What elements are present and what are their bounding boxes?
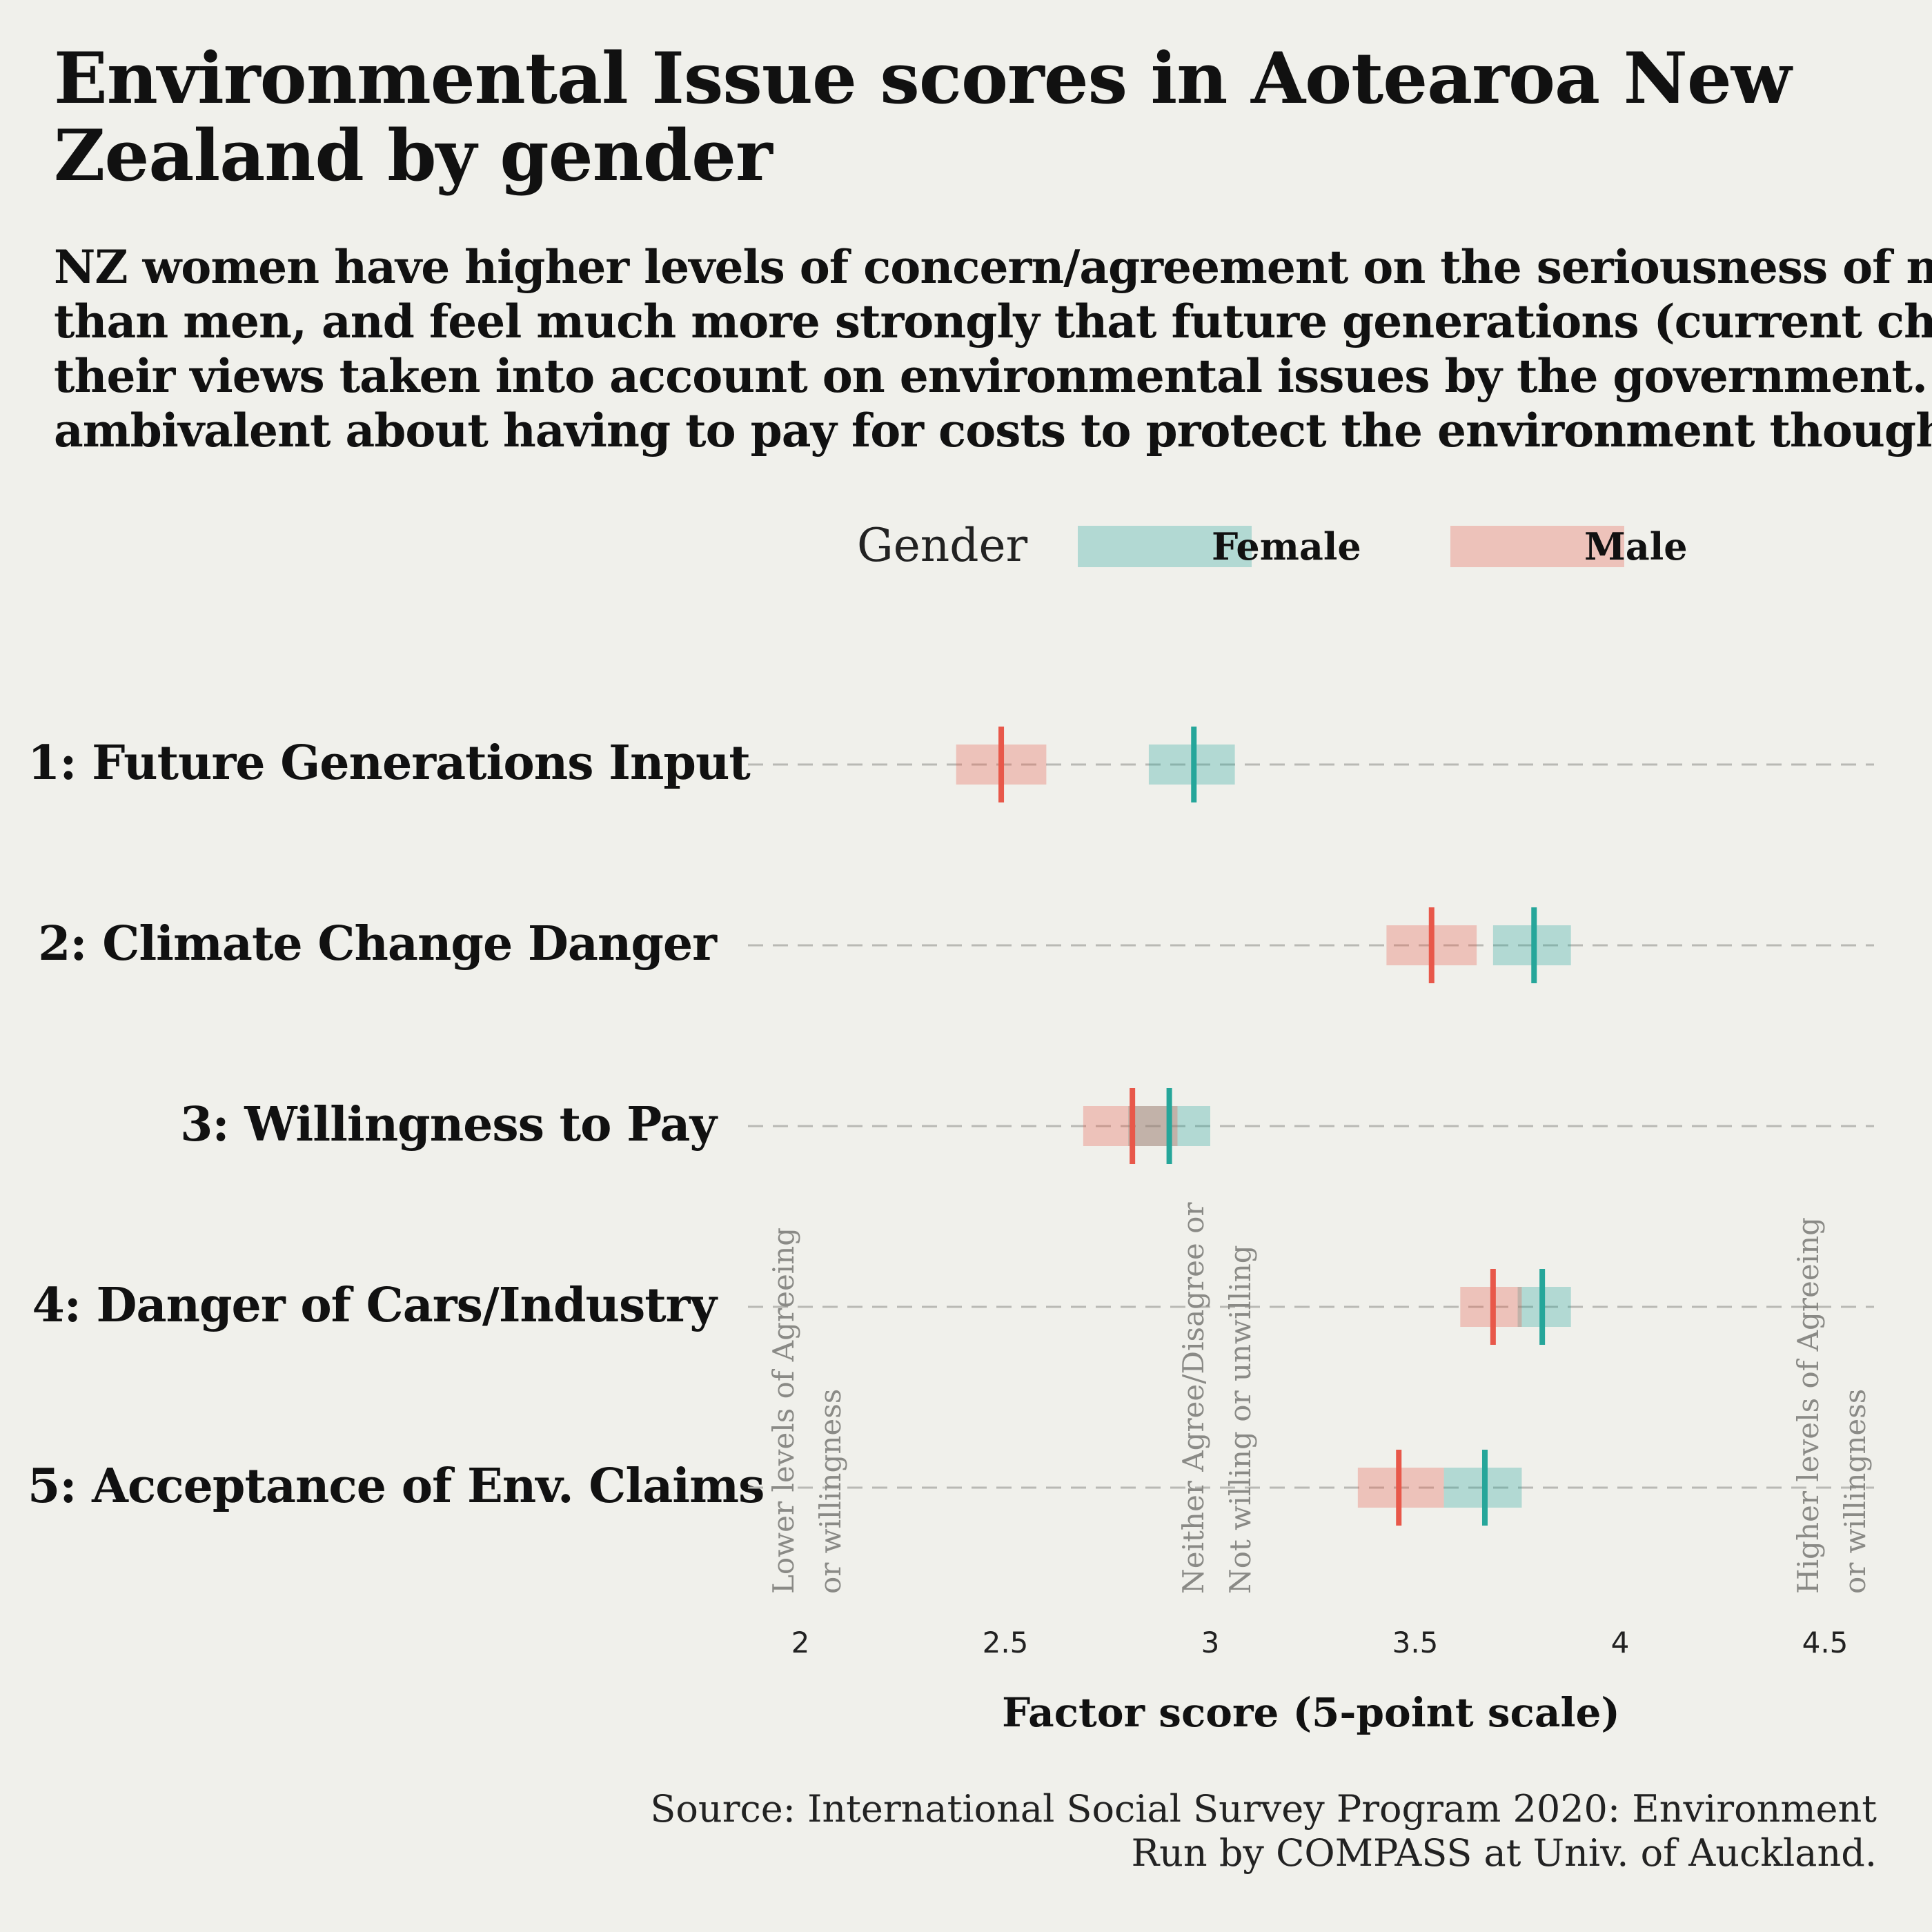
subtitle-line: than men, and feel much more strongly th… <box>54 295 1932 348</box>
subtitle-line: ambivalent about having to pay for costs… <box>54 404 1932 457</box>
chart-subtitle: NZ women have higher levels of concern/a… <box>54 240 1932 458</box>
x-tick-label: 3.5 <box>1392 1626 1439 1659</box>
axis-annotation-text: or willingness <box>814 1389 847 1594</box>
axis-annotation-text: Higher levels of Agreeing <box>1791 1217 1825 1594</box>
x-tick-label: 4 <box>1610 1626 1630 1659</box>
subtitle-line: NZ women have higher levels of concern/a… <box>54 240 1932 294</box>
row-label-env-claims: 5: Acceptance of Env. Claims <box>28 1459 765 1514</box>
row-label-cars-industry: 4: Danger of Cars/Industry <box>32 1278 717 1333</box>
row-label-future-generations: 1: Future Generations Input <box>28 736 751 791</box>
row-label-willingness-to-pay: 3: Willingness to Pay <box>180 1097 717 1152</box>
subtitle-line: their views taken into account on enviro… <box>54 349 1932 403</box>
source-line: Run by COMPASS at Univ. of Auckland. <box>1131 1831 1877 1875</box>
x-tick-label: 2 <box>791 1626 810 1659</box>
axis-annotation-text: Lower levels of Agreeing <box>767 1228 800 1594</box>
x-tick-label: 4.5 <box>1802 1626 1849 1659</box>
source-line: Source: International Social Survey Prog… <box>650 1787 1877 1831</box>
legend-label-female: Female <box>1212 524 1361 569</box>
source-note: Source: International Social Survey Prog… <box>650 1787 1877 1875</box>
x-tick-label: 3 <box>1201 1626 1220 1659</box>
x-axis-title: Factor score (5-point scale) <box>1002 1689 1620 1736</box>
row-label-climate-change: 2: Climate Change Danger <box>38 916 717 972</box>
legend-label-male: Male <box>1584 524 1688 569</box>
axis-annotation-text: or willingness <box>1838 1389 1872 1594</box>
axis-annotation-text: Not willing or unwilling <box>1223 1245 1257 1594</box>
axis-annotation-text: Neither Agree/Disagree or <box>1176 1202 1210 1594</box>
x-tick-label: 2.5 <box>982 1626 1029 1659</box>
legend-title: Gender <box>857 519 1028 572</box>
legend-key-male <box>1450 526 1624 567</box>
legend-key-female <box>1078 526 1252 567</box>
chart-title: Environmental Issue scores in Aotearoa N… <box>54 37 1792 197</box>
